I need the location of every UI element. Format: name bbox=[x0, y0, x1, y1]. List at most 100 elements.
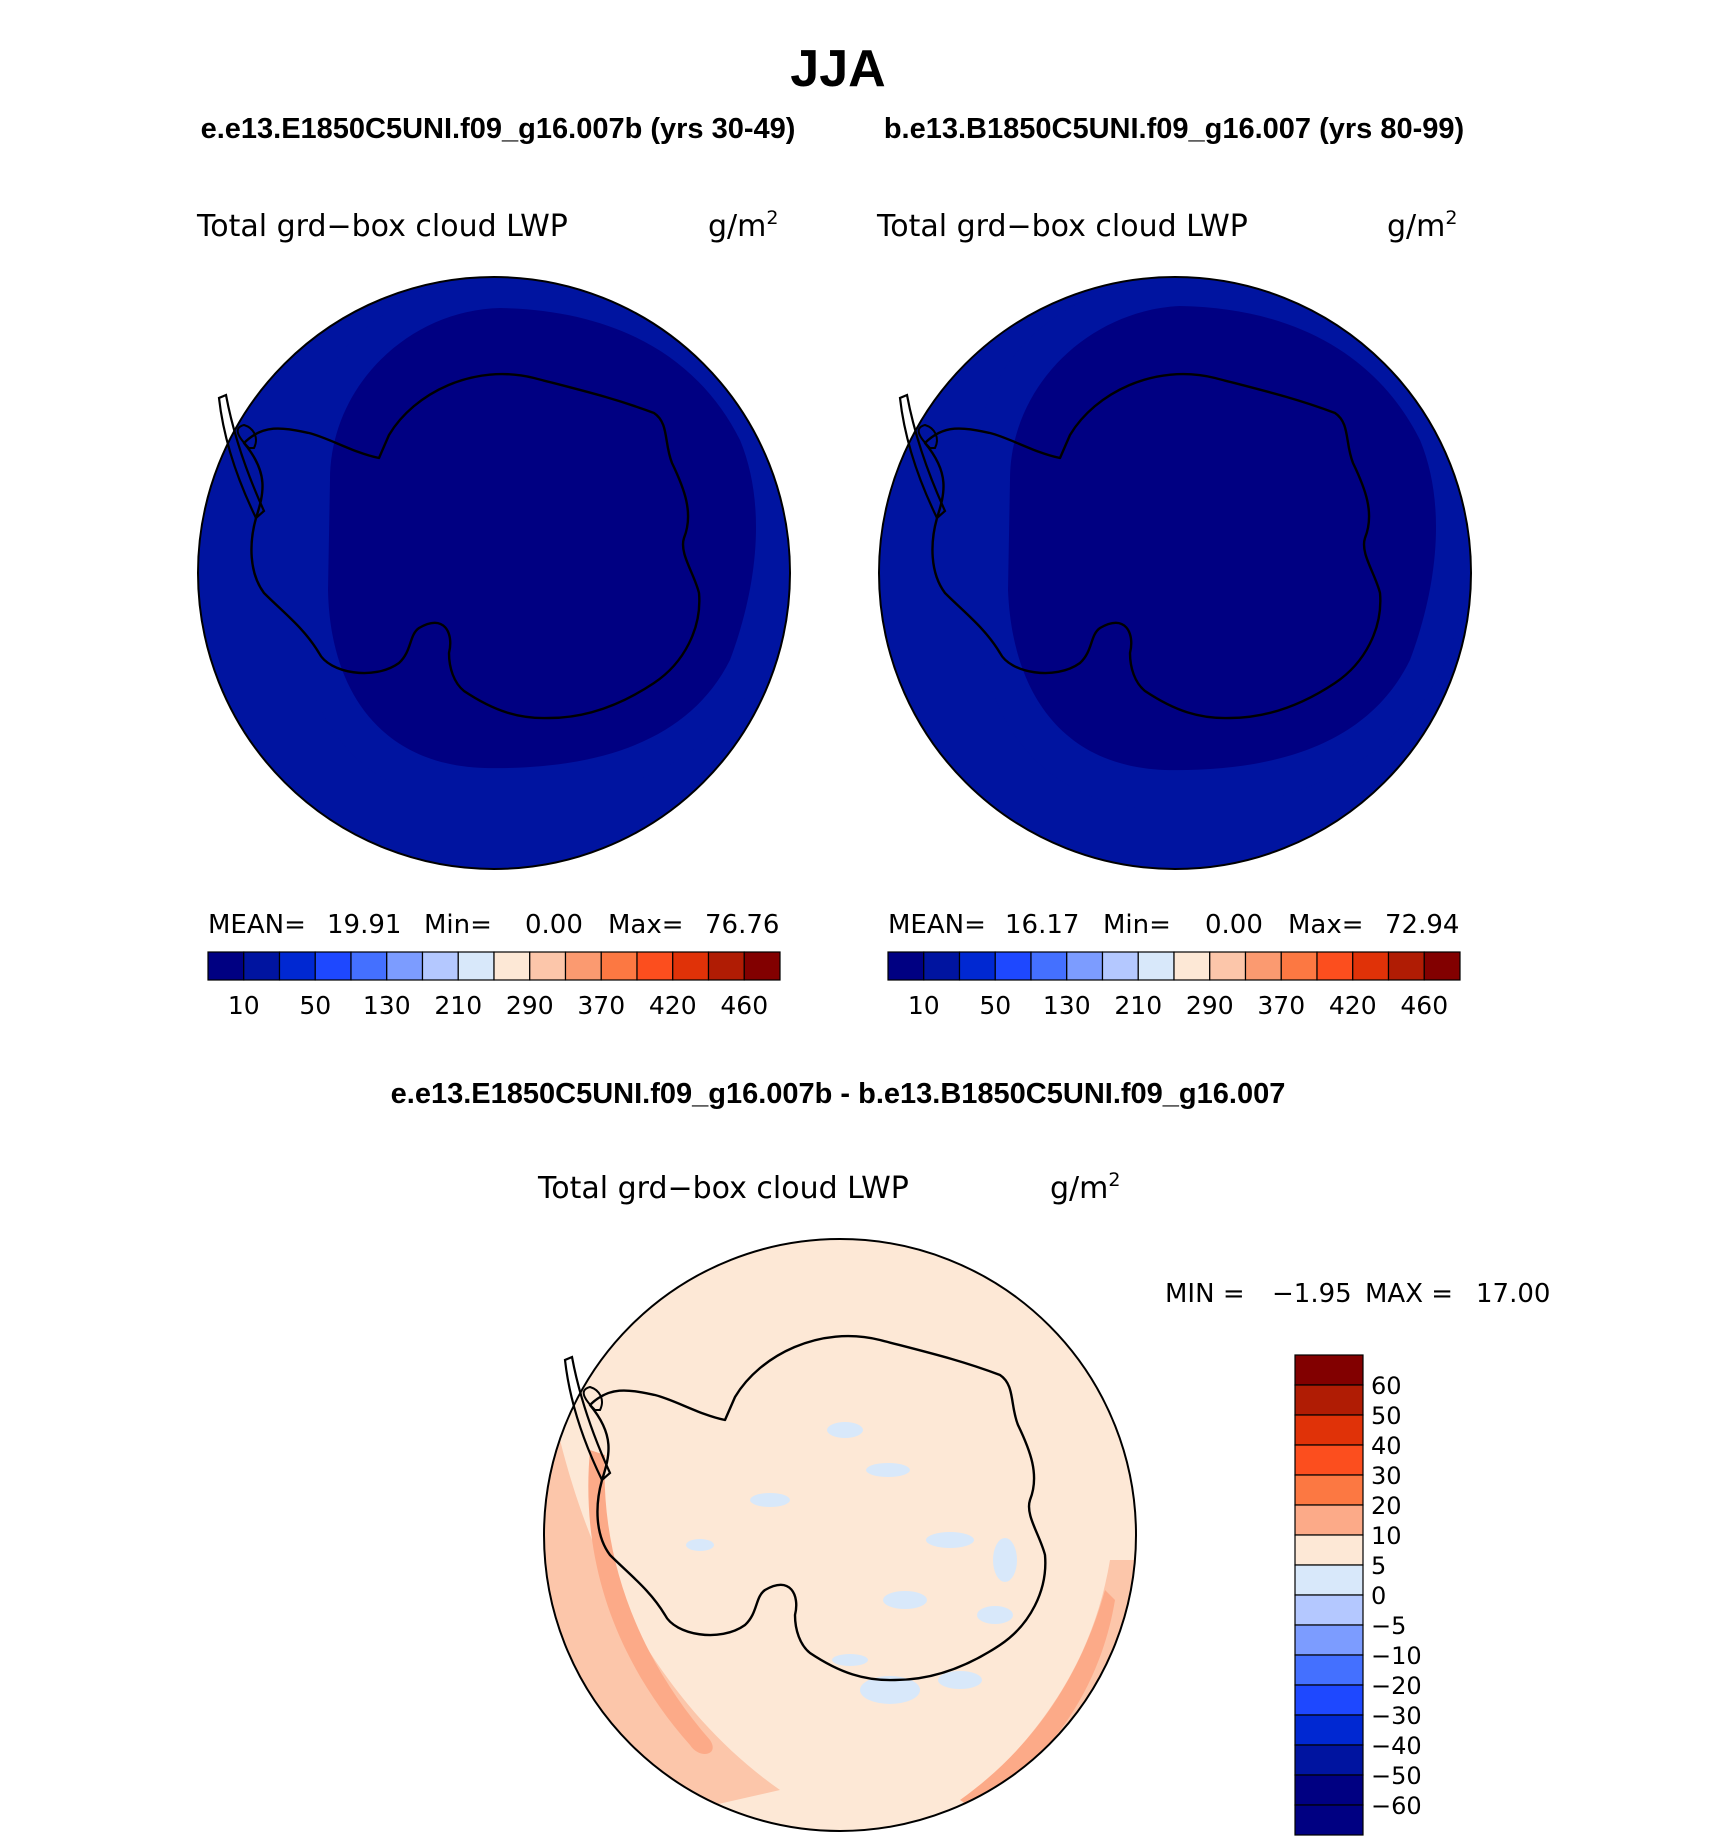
colorbar-swatch bbox=[1209, 951, 1247, 981]
coastline-islands bbox=[582, 1385, 603, 1411]
colorbar-tick-label: −5 bbox=[1371, 1612, 1406, 1640]
colorbar-tick-label: −50 bbox=[1371, 1762, 1422, 1790]
colorbar-swatch bbox=[958, 951, 996, 981]
coastline-peninsula bbox=[898, 393, 947, 520]
panel-diff-min-label: MIN = bbox=[1165, 1279, 1245, 1309]
colorbar-tick-label: 420 bbox=[649, 991, 697, 1020]
panel-right-max-value: 72.94 bbox=[1385, 910, 1459, 940]
coastline-main bbox=[923, 373, 1382, 720]
panel-diff-max-label: MAX = bbox=[1365, 1279, 1453, 1309]
panel-left-antarctica-coastline bbox=[217, 373, 701, 720]
colorbar-tick-label: −10 bbox=[1371, 1642, 1422, 1670]
colorbar-swatch bbox=[923, 951, 961, 981]
colorbar-tick-label: 210 bbox=[1114, 991, 1162, 1020]
colorbar-swatch bbox=[1294, 1654, 1364, 1686]
panel-left-units: g/m2 bbox=[708, 207, 778, 244]
negative-patch bbox=[686, 1539, 714, 1551]
colorbar-tick-label: 370 bbox=[1257, 991, 1305, 1020]
colorbar-tick-label: 370 bbox=[577, 991, 625, 1020]
colorbar-swatch bbox=[1294, 1444, 1364, 1476]
colorbar-swatch bbox=[1030, 951, 1068, 981]
panel-left-variable: Total grd−box cloud LWP bbox=[196, 209, 568, 244]
panel-right-min-label: Min= bbox=[1103, 910, 1171, 940]
panel-right-mean-value: 16.17 bbox=[1005, 910, 1079, 940]
coastline-peninsula bbox=[217, 393, 266, 520]
colorbar-swatch bbox=[672, 951, 710, 981]
coastline-main bbox=[242, 373, 701, 720]
colorbar-tick-label: 10 bbox=[908, 991, 940, 1020]
colorbar-tick-label: 130 bbox=[1043, 991, 1091, 1020]
colorbar-tick-label: 290 bbox=[1186, 991, 1234, 1020]
colorbar-swatch bbox=[1294, 1774, 1364, 1806]
panel-diff-background-field bbox=[544, 1239, 1136, 1831]
panel-left-mean-value: 19.91 bbox=[327, 910, 401, 940]
negative-patch bbox=[977, 1606, 1013, 1624]
negative-patch bbox=[993, 1538, 1017, 1582]
colorbar-tick-label: −30 bbox=[1371, 1702, 1422, 1730]
figure-title: JJA bbox=[790, 40, 885, 98]
panel-right-units: g/m2 bbox=[1387, 207, 1457, 244]
coastline-peninsula bbox=[563, 1355, 612, 1482]
colorbar-swatch bbox=[600, 951, 638, 981]
colorbar-tick-label: 420 bbox=[1329, 991, 1377, 1020]
subtitle-left: e.e13.E1850C5UNI.f09_g16.007b (yrs 30-49… bbox=[201, 113, 796, 145]
panel-diff-units: g/m2 bbox=[1050, 1169, 1120, 1206]
colorbar-swatch bbox=[1387, 951, 1425, 981]
colorbar-swatch bbox=[1294, 1684, 1364, 1716]
panel-left: Total grd−box cloud LWP g/m2 MEAN= 19.91… bbox=[196, 207, 791, 1020]
colorbar-tick-label: −60 bbox=[1371, 1792, 1422, 1820]
negative-patch bbox=[866, 1463, 910, 1477]
negative-patch bbox=[883, 1591, 927, 1609]
colorbar-tick-label: 10 bbox=[1371, 1522, 1402, 1550]
diff-title: e.e13.E1850C5UNI.f09_g16.007b - b.e13.B1… bbox=[391, 1078, 1286, 1110]
coastline-islands bbox=[236, 423, 257, 449]
colorbar-swatch bbox=[243, 951, 281, 981]
panel-right-max-label: Max= bbox=[1288, 910, 1364, 940]
panel-left-colorbar: 10 50 130 210 290 370 420 460 bbox=[207, 951, 781, 1020]
colorbar-tick-label: 50 bbox=[979, 991, 1011, 1020]
colorbar-swatch bbox=[1316, 951, 1354, 981]
panel-right-band-inner bbox=[1008, 306, 1437, 771]
colorbar-swatch bbox=[1294, 1624, 1364, 1656]
colorbar-tick-label: 50 bbox=[1371, 1402, 1402, 1430]
negative-patch bbox=[827, 1422, 863, 1438]
colorbar-tick-label: 460 bbox=[1400, 991, 1448, 1020]
panel-diff-stats: MIN = −1.95 MAX = 17.00 bbox=[1165, 1279, 1550, 1309]
colorbar-swatch bbox=[564, 951, 602, 981]
colorbar-swatch bbox=[386, 951, 424, 981]
colorbar-tick-label: 5 bbox=[1371, 1552, 1386, 1580]
colorbar-tick-label: 40 bbox=[1371, 1432, 1402, 1460]
colorbar-swatch bbox=[1294, 1384, 1364, 1416]
panel-right-colorbar: 10 50 130 210 290 370 420 460 bbox=[887, 951, 1461, 1020]
colorbar-swatch bbox=[1294, 1354, 1364, 1386]
colorbar-swatch bbox=[278, 951, 316, 981]
panel-left-map-border bbox=[197, 276, 791, 870]
colorbar-swatch bbox=[457, 951, 495, 981]
colorbar-swatch bbox=[1294, 1534, 1364, 1566]
panel-right: Total grd−box cloud LWP g/m2 MEAN= 16.17… bbox=[876, 207, 1472, 1020]
panel-diff-map-border bbox=[543, 1238, 1137, 1832]
panel-diff-variable: Total grd−box cloud LWP bbox=[537, 1171, 909, 1206]
negative-patch bbox=[832, 1654, 868, 1666]
panel-diff: Total grd−box cloud LWP g/m2 bbox=[537, 1169, 1550, 1836]
colorbar-tick-label: 210 bbox=[434, 991, 482, 1020]
colorbar-swatch bbox=[707, 951, 745, 981]
panel-diff-max-value: 17.00 bbox=[1476, 1279, 1550, 1309]
negative-patch bbox=[750, 1493, 790, 1507]
colorbar-swatch bbox=[1066, 951, 1104, 981]
colorbar-tick-label: −20 bbox=[1371, 1672, 1422, 1700]
panel-diff-antarctica-coastline bbox=[563, 1335, 1047, 1682]
panel-right-map-border bbox=[878, 276, 1472, 870]
colorbar-swatch bbox=[743, 951, 781, 981]
colorbar-swatch bbox=[1137, 951, 1175, 981]
colorbar-tick-label: 20 bbox=[1371, 1492, 1402, 1520]
colorbar-swatch bbox=[207, 951, 245, 981]
colorbar-swatch bbox=[994, 951, 1032, 981]
colorbar-tick-label: 130 bbox=[363, 991, 411, 1020]
colorbar-tick-label: 290 bbox=[506, 991, 554, 1020]
panel-diff-min-value: −1.95 bbox=[1272, 1279, 1352, 1309]
panel-right-min-value: 0.00 bbox=[1205, 910, 1263, 940]
colorbar-swatch bbox=[1294, 1804, 1364, 1836]
